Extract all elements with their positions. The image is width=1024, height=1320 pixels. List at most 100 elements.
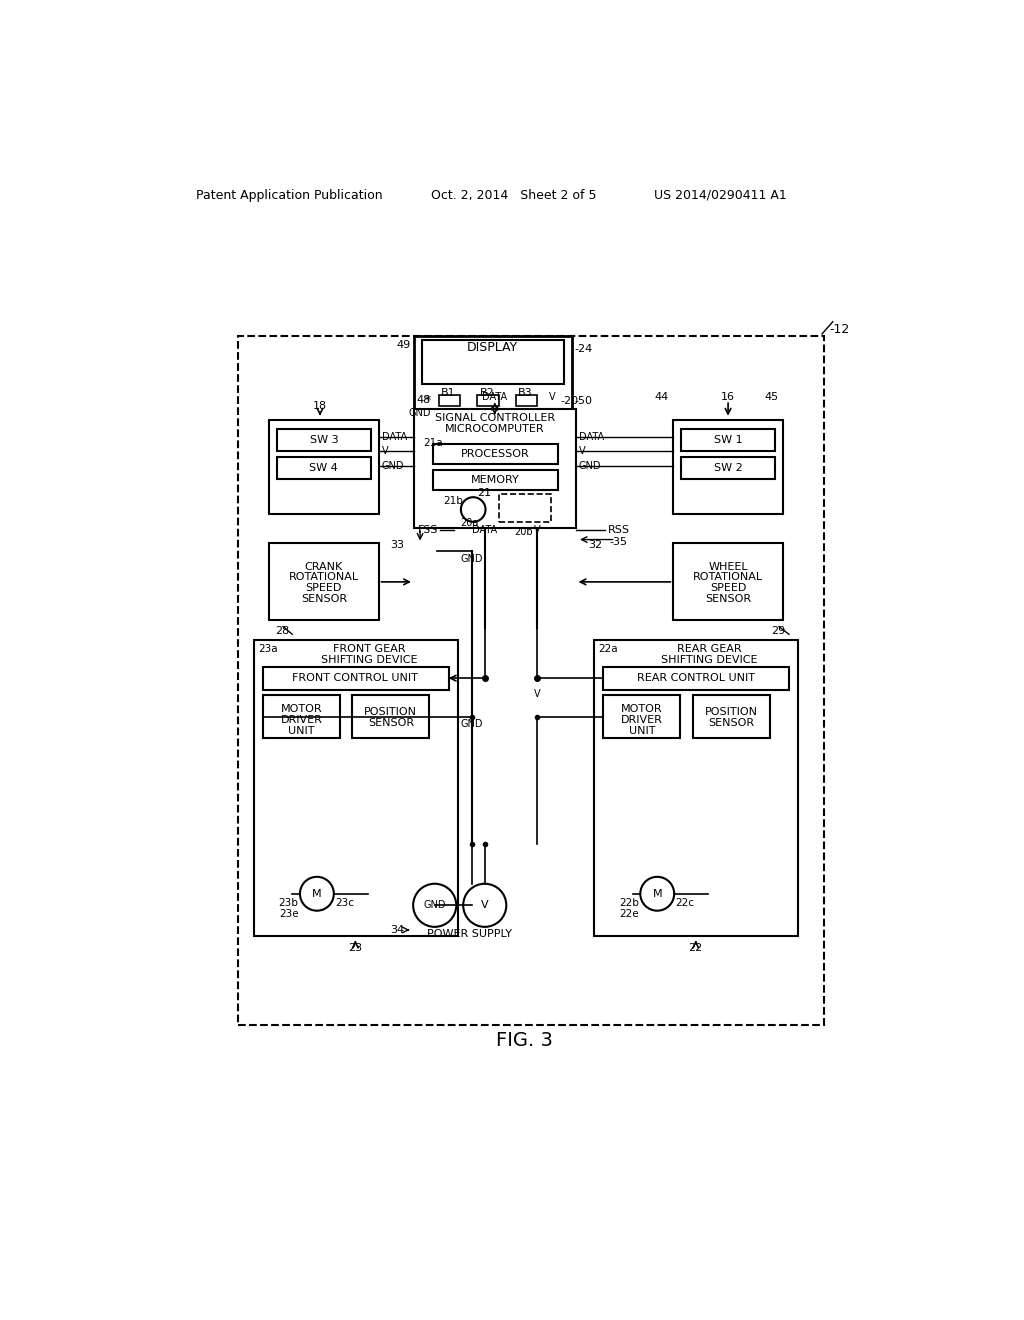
- Text: V: V: [481, 900, 488, 911]
- Text: MOTOR: MOTOR: [621, 704, 663, 714]
- FancyBboxPatch shape: [603, 667, 788, 689]
- Text: SW 2: SW 2: [714, 463, 742, 473]
- Text: ROTATIONAL: ROTATIONAL: [289, 573, 358, 582]
- Text: V: V: [382, 446, 388, 455]
- FancyBboxPatch shape: [263, 696, 340, 738]
- Text: SHIFTING DEVICE: SHIFTING DEVICE: [321, 655, 418, 665]
- FancyBboxPatch shape: [414, 409, 575, 528]
- Text: PROCESSOR: PROCESSOR: [461, 449, 529, 459]
- Text: MEMORY: MEMORY: [471, 475, 520, 486]
- Text: 21b: 21b: [443, 496, 463, 506]
- Text: 48: 48: [417, 395, 431, 405]
- FancyBboxPatch shape: [254, 640, 458, 936]
- Text: V: V: [579, 446, 586, 455]
- FancyBboxPatch shape: [674, 420, 782, 515]
- Text: GND: GND: [424, 900, 446, 911]
- Text: 22a: 22a: [599, 644, 618, 653]
- Text: GND: GND: [461, 554, 483, 564]
- Text: MICROCOMPUTER: MICROCOMPUTER: [445, 425, 545, 434]
- FancyBboxPatch shape: [269, 420, 379, 515]
- Text: 23: 23: [348, 942, 362, 953]
- Text: SPEED: SPEED: [305, 583, 342, 593]
- Text: DRIVER: DRIVER: [281, 714, 323, 725]
- Text: DATA: DATA: [382, 432, 407, 442]
- Text: V: V: [534, 689, 541, 698]
- Text: 20a: 20a: [460, 517, 478, 528]
- Text: 22b: 22b: [618, 898, 639, 908]
- Text: REAR CONTROL UNIT: REAR CONTROL UNIT: [637, 673, 755, 684]
- Text: DRIVER: DRIVER: [621, 714, 663, 725]
- Text: 23b: 23b: [279, 898, 298, 908]
- Text: -24: -24: [574, 345, 593, 354]
- FancyBboxPatch shape: [352, 696, 429, 738]
- Text: 44: 44: [654, 392, 669, 403]
- Text: 22e: 22e: [620, 908, 639, 919]
- Text: 45: 45: [764, 392, 778, 403]
- Text: 20b: 20b: [515, 527, 534, 537]
- Text: 23a: 23a: [258, 644, 278, 653]
- FancyBboxPatch shape: [681, 457, 775, 479]
- Text: FSS: FSS: [418, 524, 438, 535]
- Text: US 2014/0290411 A1: US 2014/0290411 A1: [654, 189, 786, 202]
- FancyBboxPatch shape: [692, 696, 770, 738]
- Text: WHEEL: WHEEL: [709, 561, 748, 572]
- Text: SENSOR: SENSOR: [709, 718, 755, 727]
- Text: B1: B1: [441, 388, 456, 399]
- Text: CRANK: CRANK: [305, 561, 343, 572]
- Text: GND: GND: [461, 719, 483, 730]
- FancyBboxPatch shape: [477, 395, 499, 405]
- Text: REAR GEAR: REAR GEAR: [677, 644, 742, 653]
- Text: SPEED: SPEED: [710, 583, 746, 593]
- Text: RSS: RSS: [608, 524, 630, 535]
- Text: B3: B3: [518, 388, 532, 399]
- FancyBboxPatch shape: [276, 429, 371, 451]
- Text: SW 4: SW 4: [309, 463, 338, 473]
- Text: SENSOR: SENSOR: [705, 594, 752, 603]
- FancyBboxPatch shape: [438, 395, 460, 405]
- Text: 33: 33: [391, 540, 404, 550]
- Text: DISPLAY: DISPLAY: [467, 342, 518, 354]
- FancyBboxPatch shape: [674, 544, 782, 620]
- Text: UNIT: UNIT: [629, 726, 655, 735]
- Text: SHIFTING DEVICE: SHIFTING DEVICE: [662, 655, 758, 665]
- FancyBboxPatch shape: [433, 470, 558, 490]
- Text: POSITION: POSITION: [705, 708, 758, 717]
- Text: DATA: DATA: [472, 524, 498, 535]
- Text: 18: 18: [313, 401, 327, 412]
- Text: DATA: DATA: [579, 432, 604, 442]
- Text: GND: GND: [382, 462, 404, 471]
- Text: Oct. 2, 2014   Sheet 2 of 5: Oct. 2, 2014 Sheet 2 of 5: [431, 189, 596, 202]
- FancyBboxPatch shape: [515, 395, 538, 405]
- Text: 29: 29: [771, 626, 785, 636]
- Text: GND: GND: [409, 408, 431, 418]
- FancyBboxPatch shape: [269, 544, 379, 620]
- Text: M: M: [312, 888, 322, 899]
- FancyBboxPatch shape: [594, 640, 798, 936]
- Text: -50: -50: [574, 396, 593, 407]
- Text: 21a: 21a: [423, 437, 442, 447]
- FancyBboxPatch shape: [414, 335, 571, 409]
- FancyBboxPatch shape: [681, 429, 775, 451]
- Text: -35: -35: [609, 537, 628, 546]
- Text: *: *: [425, 395, 431, 408]
- Text: SIGNAL CONTROLLER: SIGNAL CONTROLLER: [435, 413, 555, 422]
- Text: 34: 34: [390, 925, 403, 935]
- Text: FRONT GEAR: FRONT GEAR: [333, 644, 406, 653]
- Text: FIG. 3: FIG. 3: [497, 1031, 553, 1049]
- Text: SENSOR: SENSOR: [368, 718, 414, 727]
- Text: SW 1: SW 1: [714, 436, 742, 445]
- Text: ROTATIONAL: ROTATIONAL: [693, 573, 763, 582]
- Text: M: M: [652, 888, 663, 899]
- Text: GND: GND: [579, 462, 601, 471]
- FancyBboxPatch shape: [239, 335, 823, 1024]
- FancyBboxPatch shape: [433, 444, 558, 465]
- Text: SENSOR: SENSOR: [301, 594, 347, 603]
- Text: UNIT: UNIT: [288, 726, 314, 735]
- Text: POWER SUPPLY: POWER SUPPLY: [427, 929, 512, 939]
- Text: MOTOR: MOTOR: [281, 704, 323, 714]
- Text: 32: 32: [588, 540, 602, 550]
- Text: Patent Application Publication: Patent Application Publication: [196, 189, 383, 202]
- FancyBboxPatch shape: [276, 457, 371, 479]
- Text: SW 3: SW 3: [309, 436, 338, 445]
- Text: 16: 16: [721, 392, 735, 403]
